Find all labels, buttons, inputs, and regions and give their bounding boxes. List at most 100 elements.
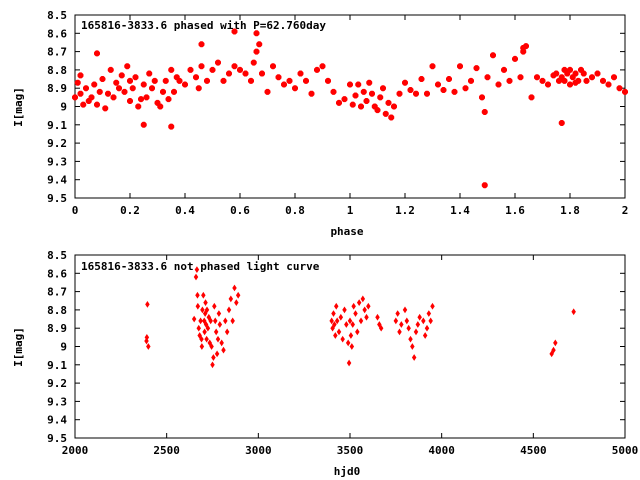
- phased-data-point: [501, 66, 507, 73]
- phased-data-point: [534, 74, 540, 81]
- unphased-data-point: [329, 317, 334, 325]
- phased-data-point: [517, 74, 524, 81]
- phased-data-point: [215, 59, 221, 66]
- phased-data-point: [88, 94, 95, 101]
- phased-x-tick-label: 0.2: [120, 204, 140, 217]
- phased-data-point: [545, 81, 551, 88]
- phased-data-point: [572, 79, 579, 86]
- phased-data-point: [580, 70, 587, 77]
- unphased-data-point: [215, 335, 221, 343]
- unphased-data-point: [345, 339, 351, 347]
- unphased-data-point: [375, 313, 380, 321]
- phased-data-point: [336, 99, 342, 106]
- phased-data-point: [473, 65, 480, 72]
- phased-data-point: [385, 99, 392, 106]
- unphased-data-point: [351, 302, 356, 310]
- phased-data-point: [171, 88, 177, 95]
- unphased-data-point: [408, 335, 413, 343]
- phased-data-point: [558, 74, 565, 81]
- unphased-data-point: [411, 354, 417, 361]
- unphased-data-point: [191, 315, 197, 323]
- phased-data-point: [94, 101, 100, 108]
- unphased-data-point: [198, 317, 203, 325]
- unphased-data-point: [422, 332, 428, 339]
- phased-x-tick-label: 2: [622, 204, 629, 217]
- phased-data-point: [248, 77, 254, 84]
- phased-data-point: [242, 70, 249, 77]
- phased-data-point: [105, 90, 111, 97]
- unphased-data-point: [199, 335, 204, 343]
- unphased-x-tick-label: 5000: [612, 444, 639, 457]
- phased-data-point: [325, 77, 331, 84]
- phased-data-point: [160, 88, 166, 95]
- unphased-x-tick-label: 3500: [337, 444, 364, 457]
- unphased-y-tick-label: 9.4: [47, 414, 67, 427]
- unphased-data-point: [213, 317, 218, 325]
- phased-data-point: [204, 77, 210, 84]
- phased-x-axis-label: phase: [330, 225, 363, 238]
- phased-y-tick-label: 9.1: [47, 119, 67, 132]
- unphased-data-point: [219, 339, 224, 347]
- phased-data-point: [380, 85, 386, 92]
- phased-data-point: [107, 66, 114, 73]
- phased-data-point: [270, 63, 276, 70]
- phased-data-point: [402, 79, 408, 86]
- unphased-data-point: [571, 308, 576, 316]
- phased-data-point: [231, 28, 238, 35]
- phased-data-point: [132, 74, 139, 81]
- unphased-x-tick-label: 3000: [245, 444, 272, 457]
- unphased-data-point: [428, 317, 433, 325]
- phased-data-point: [407, 87, 414, 94]
- unphased-y-tick-label: 8.7: [47, 286, 67, 299]
- phased-data-point: [140, 81, 147, 88]
- unphased-data-point: [421, 317, 426, 325]
- phased-data-point: [451, 88, 458, 95]
- unphased-data-point: [333, 332, 338, 339]
- unphased-data-point: [208, 317, 213, 325]
- unphased-data-point: [377, 321, 382, 328]
- phased-data-point: [352, 92, 359, 99]
- unphased-ticks: 2000 2500 3000 3500 4000 4500 5000 8.5 8.6 8.7 8.8…: [47, 249, 638, 457]
- unphased-data-point: [349, 343, 355, 350]
- phased-data-point: [220, 77, 227, 84]
- phased-data-point: [237, 66, 243, 73]
- unphased-data-point: [216, 310, 222, 317]
- unphased-x-axis-label: hjd0: [334, 465, 361, 478]
- phased-data-point: [349, 101, 356, 108]
- phased-x-tick-label: 1.8: [560, 204, 580, 217]
- unphased-data-point: [232, 284, 237, 292]
- unphased-data-point: [224, 328, 230, 336]
- unphased-data-point: [353, 310, 358, 317]
- phased-data-point: [572, 70, 579, 77]
- unphased-data-point: [334, 302, 339, 310]
- phased-data-point: [360, 88, 367, 95]
- unphased-data-point: [205, 324, 211, 332]
- phased-panel: 165816-3833.6 phased with P=62.760day ph…: [12, 9, 628, 238]
- phased-data-point: [182, 81, 188, 88]
- unphased-data-point: [212, 302, 217, 310]
- phased-data-point: [259, 70, 265, 77]
- unphased-data-point: [201, 291, 206, 299]
- phased-data-point: [347, 81, 353, 88]
- unphased-y-tick-label: 8.6: [47, 267, 67, 280]
- phased-data-point: [116, 85, 122, 92]
- phased-data-point: [605, 81, 612, 88]
- phased-data-point: [561, 77, 568, 84]
- phased-data-point: [391, 103, 397, 110]
- phased-data-point: [85, 98, 92, 105]
- unphased-data-point: [424, 324, 430, 332]
- unphased-data-point: [202, 317, 207, 325]
- unphased-data-point: [364, 313, 369, 321]
- unphased-data-point: [228, 295, 234, 303]
- phased-data-point: [292, 85, 298, 92]
- phased-data-point: [341, 96, 348, 103]
- unphased-data-point: [207, 339, 212, 347]
- phased-y-tick-label: 9.3: [47, 155, 67, 168]
- unphased-chart-title: 165816-3833.6 not phased light curve: [81, 260, 320, 273]
- phased-data-point: [118, 72, 125, 79]
- phased-data-point: [553, 70, 560, 77]
- phased-data-point: [91, 81, 98, 88]
- phased-data-point: [77, 72, 84, 79]
- unphased-data-point: [196, 324, 201, 332]
- unphased-data-point: [551, 346, 556, 354]
